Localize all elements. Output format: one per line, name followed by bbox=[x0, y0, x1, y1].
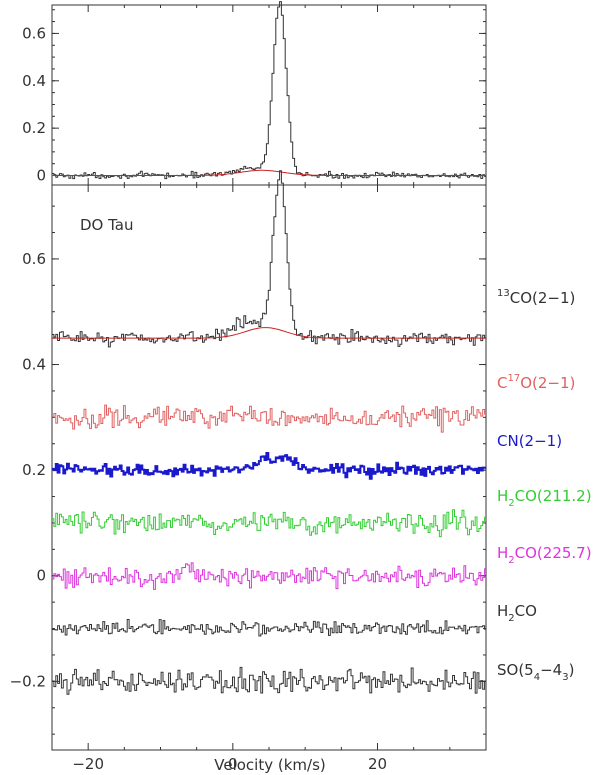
label-so: SO(54−43) bbox=[497, 661, 574, 683]
y-tick-label: 0.2 bbox=[22, 461, 46, 479]
series-spectrum bbox=[52, 1, 486, 180]
y-tick-label: 0.6 bbox=[22, 24, 46, 42]
series-c17o bbox=[52, 404, 486, 433]
source-annotation: DO Tau bbox=[80, 216, 134, 234]
y-tick-label: 0.4 bbox=[22, 356, 46, 374]
x-tick-label: 20 bbox=[368, 755, 387, 773]
bottom-panel-series bbox=[52, 170, 486, 695]
bottom-panel-frame bbox=[51, 184, 487, 751]
bottom-panel-ticks: −0.2 0 0.2 0.4 0.6 −20 0 20 bbox=[10, 185, 487, 773]
series-fit bbox=[52, 169, 486, 176]
series-so bbox=[52, 666, 486, 695]
series-cn bbox=[52, 452, 486, 480]
y-tick-label: 0 bbox=[36, 167, 46, 185]
label-13co: 13CO(2−1) bbox=[497, 288, 575, 307]
label-c17o: C17O(2−1) bbox=[497, 373, 575, 392]
top-panel-frame bbox=[51, 4, 487, 186]
series-h2co bbox=[52, 619, 486, 637]
series-h2co225 bbox=[52, 562, 486, 590]
y-tick-label: 0.2 bbox=[22, 119, 46, 137]
series-co13 bbox=[52, 170, 486, 348]
x-axis-label: Velocity (km/s) bbox=[214, 756, 325, 774]
top-panel-ticks: 0 0.2 0.4 0.6 bbox=[22, 5, 487, 185]
y-tick-label: −0.2 bbox=[10, 672, 46, 690]
x-tick-label: 0 bbox=[228, 755, 238, 773]
label-h2co-225: H2CO(225.7) bbox=[497, 544, 592, 566]
label-h2co-211: H2CO(211.2) bbox=[497, 487, 592, 509]
top-panel-series bbox=[52, 1, 486, 180]
x-tick-label: −20 bbox=[72, 755, 104, 773]
series-co13_fit bbox=[52, 327, 486, 339]
y-tick-label: 0.6 bbox=[22, 250, 46, 268]
y-tick-label: 0 bbox=[36, 567, 46, 585]
label-cn: CN(2−1) bbox=[497, 432, 562, 450]
y-tick-label: 0.4 bbox=[22, 72, 46, 90]
label-h2co: H2CO bbox=[497, 602, 537, 624]
series-h2co211 bbox=[52, 509, 486, 538]
